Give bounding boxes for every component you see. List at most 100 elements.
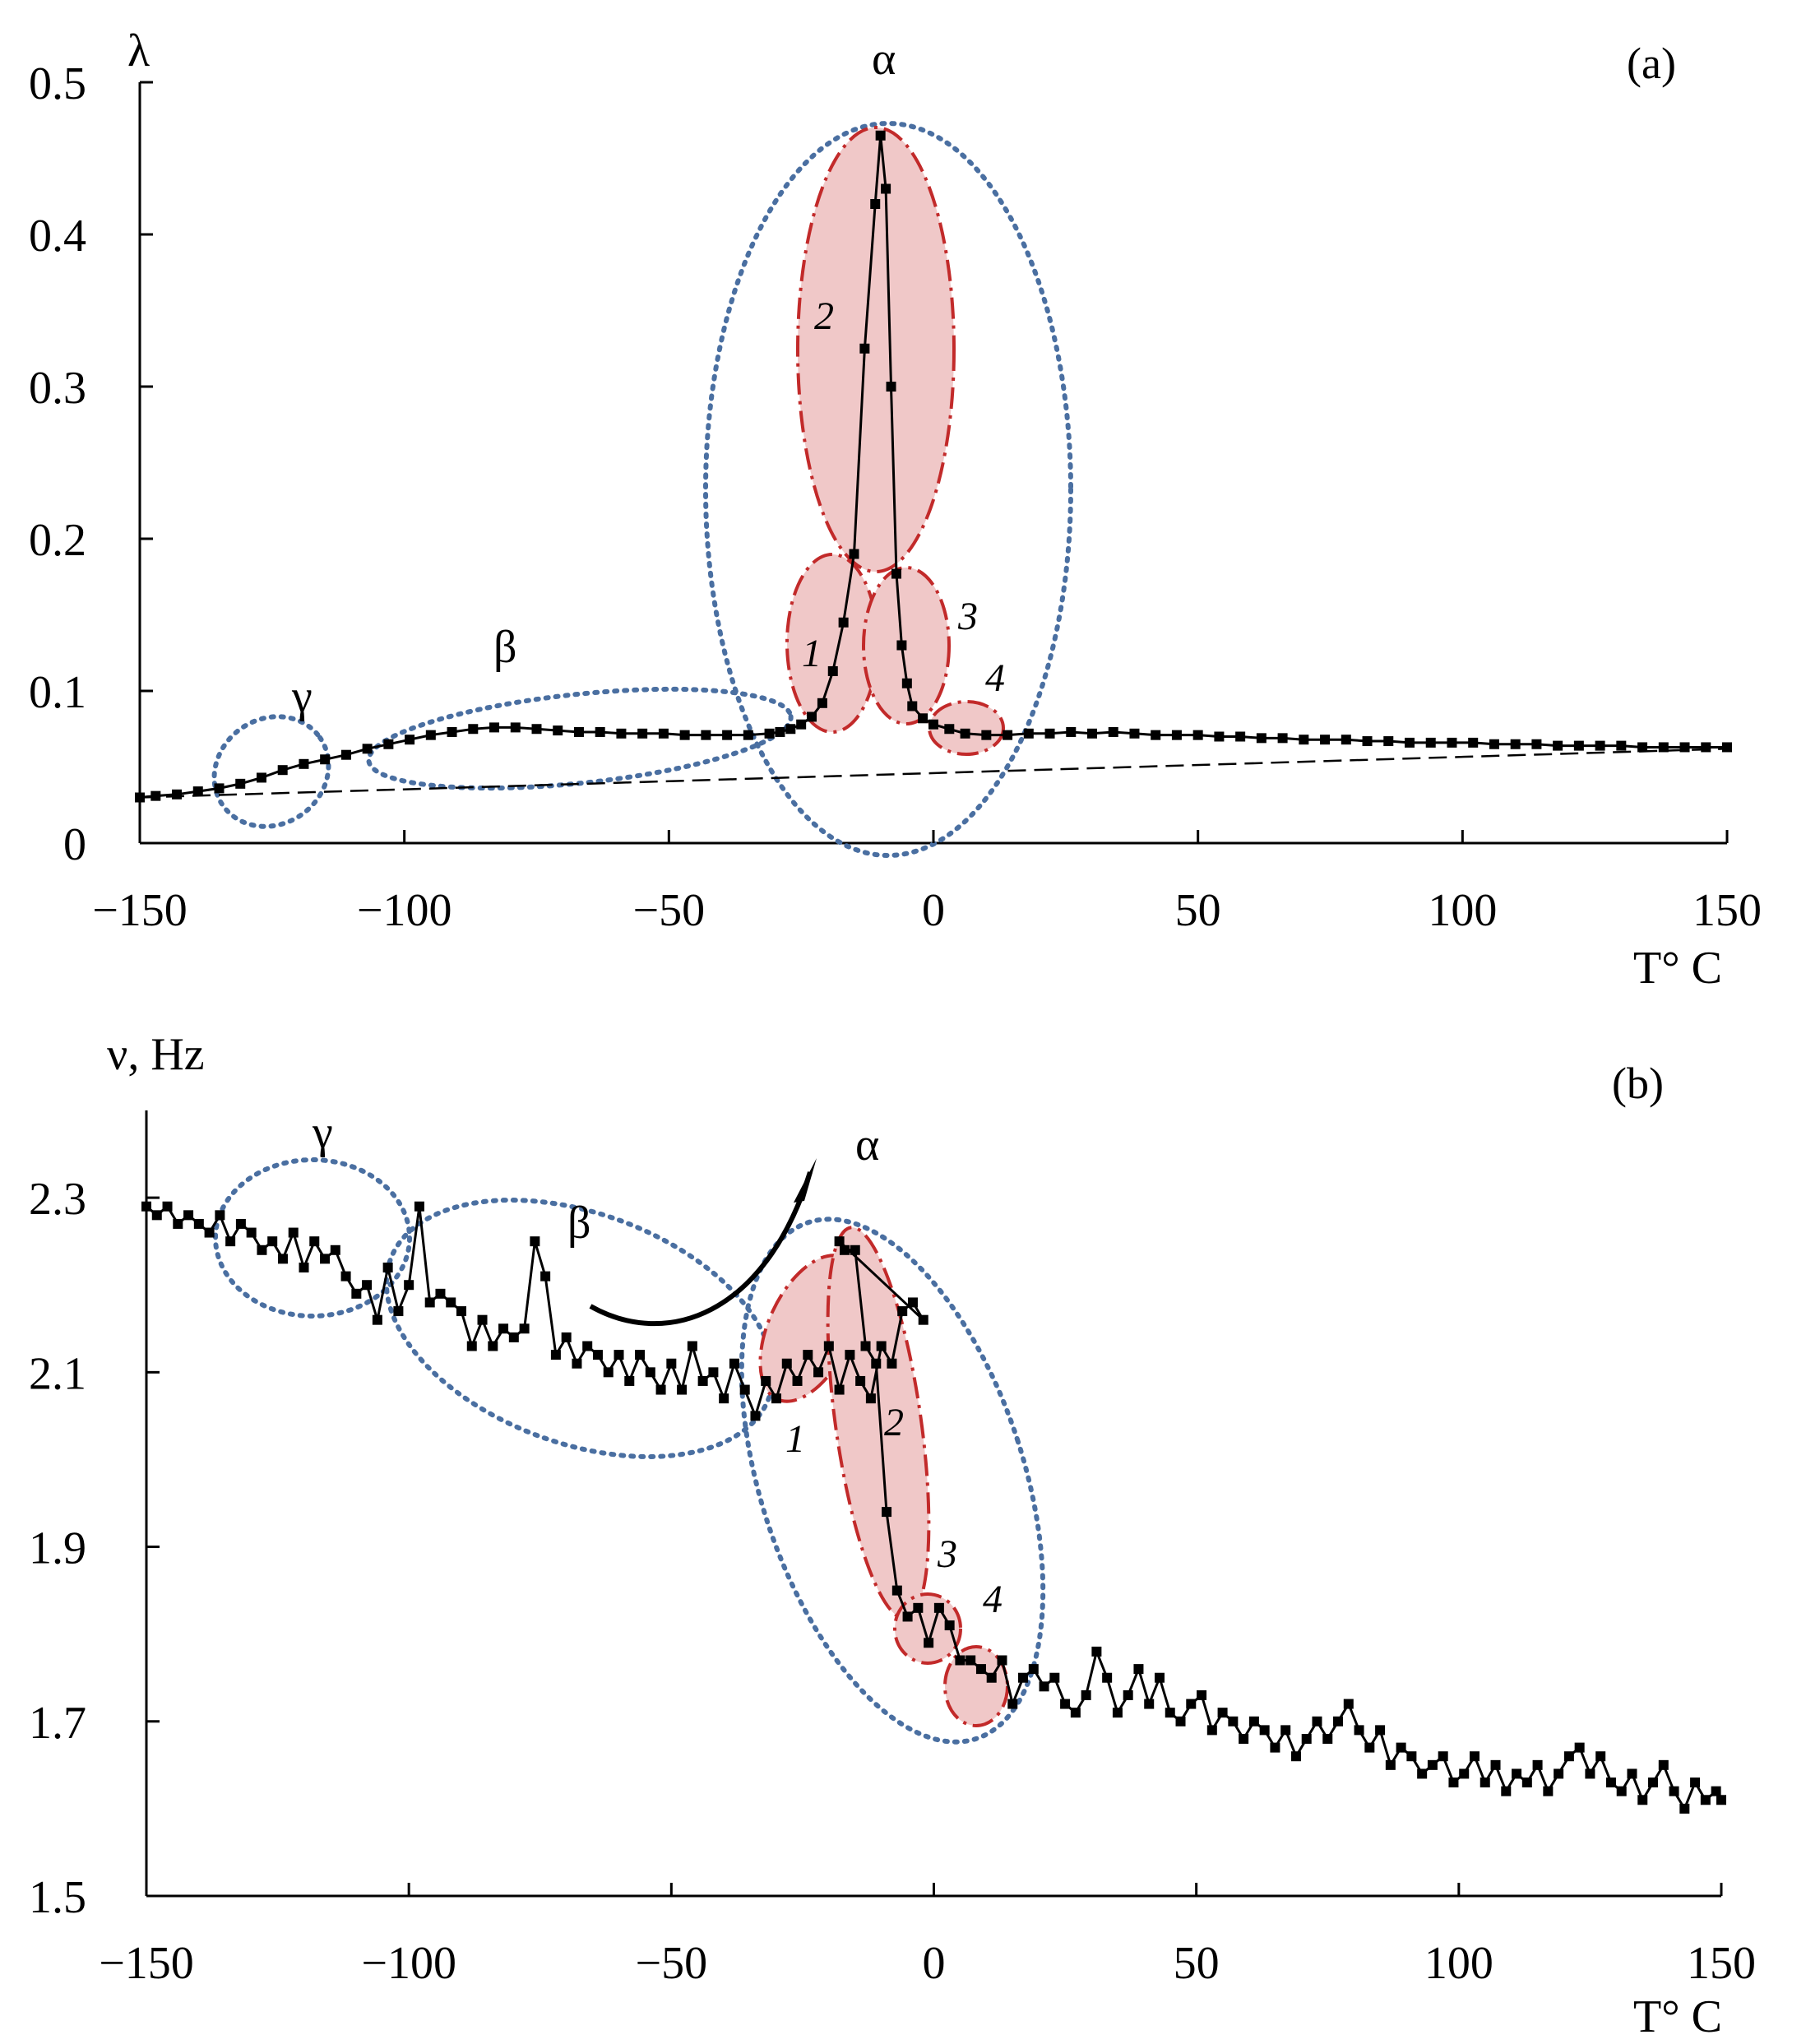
panel-b-data-point <box>907 1297 918 1308</box>
panel-b-data-point <box>225 1236 236 1247</box>
panel-a-data-point <box>192 786 203 797</box>
panel-a-data-point <box>891 568 901 579</box>
panel-b-data-point <box>1144 1699 1155 1709</box>
panel-b-data-point <box>592 1350 603 1360</box>
panel-b-data-point <box>340 1271 351 1282</box>
panel-a-series-line <box>139 134 1727 799</box>
panel-b-data-point <box>299 1263 309 1272</box>
panel-b-label: (b) <box>1612 1059 1664 1108</box>
panel-a-data-point <box>1044 728 1055 739</box>
panel-b-data-point <box>1595 1751 1606 1762</box>
panel-b-data-point <box>1669 1786 1679 1796</box>
panel-a-xlabel: T° C <box>1633 943 1722 994</box>
panel-b-data-point <box>1438 1751 1448 1762</box>
panel-b-data-point <box>839 1244 850 1255</box>
panel-b-data-point <box>162 1201 173 1212</box>
panel-a-data-point <box>1171 730 1182 740</box>
panel-b-data-point <box>1375 1725 1386 1736</box>
panel-b-data-point <box>834 1236 845 1247</box>
panel-b-data-point <box>865 1393 876 1404</box>
panel-b-data-point <box>1574 1742 1585 1753</box>
panel-b-data-point <box>1521 1777 1532 1788</box>
panel-b-data-point <box>1417 1768 1428 1779</box>
panel-b-data-point <box>918 1314 928 1325</box>
panel-a-data-point <box>1701 742 1711 753</box>
panel-b-data-point <box>257 1244 267 1255</box>
panel-b-sub-4-label: 4 <box>983 1578 1003 1621</box>
panel-b-sub-3 <box>893 1592 962 1665</box>
panel-b-data-point <box>1239 1734 1249 1744</box>
panel-b-data-point <box>1501 1786 1512 1796</box>
panel-a-beta-region <box>366 686 794 791</box>
panel-b-data-point <box>955 1655 966 1666</box>
panel-b-data-point <box>813 1367 824 1378</box>
panel-b-data-point <box>897 1306 908 1317</box>
panel-b-sub-3-label: 3 <box>937 1532 957 1576</box>
panel-b-data-point <box>1301 1734 1312 1744</box>
panel-a-ytick-label: 0 <box>63 819 86 870</box>
panel-a-alpha-label: α <box>872 34 896 85</box>
panel-b-data-point <box>855 1375 866 1386</box>
panel-b-data-point <box>550 1350 561 1360</box>
panel-a-data-point <box>383 739 394 749</box>
panel-b-data-point <box>466 1341 477 1351</box>
panel-a-data-point <box>944 724 955 735</box>
panel-b-data-point <box>1364 1742 1375 1753</box>
panel-b-data-point <box>540 1271 551 1282</box>
panel-a-data-point <box>1531 739 1542 749</box>
panel-b-data-point <box>446 1297 456 1308</box>
panel-b-data-point <box>1679 1803 1690 1814</box>
panel-a-data-point <box>701 730 711 740</box>
panel-a-data-point <box>340 749 351 760</box>
panel-a-data-point <box>489 722 500 733</box>
panel-a-data-point <box>849 549 859 559</box>
panel-a-data-point <box>881 183 891 194</box>
panel-a-data-point <box>901 678 912 688</box>
panel-b-data-point <box>309 1236 320 1247</box>
panel-a-data-point <box>1108 726 1118 737</box>
panel-b-data-point <box>1186 1699 1197 1709</box>
panel-b-data-point <box>151 1210 162 1221</box>
panel-b-data-point <box>1543 1786 1554 1796</box>
panel-b-data-point <box>414 1201 424 1212</box>
panel-b-ytick-label: 2.3 <box>29 1174 86 1225</box>
panel-a-data-point <box>405 735 415 745</box>
panel-b-data-point <box>975 1664 986 1675</box>
panel-b-data-point <box>944 1620 955 1631</box>
panel-a-data-point <box>277 765 288 776</box>
panel-b-data-point <box>1270 1742 1280 1753</box>
panel-a-data-point <box>896 640 907 651</box>
panel-b-data-point <box>823 1341 834 1351</box>
panel-a-xtick-label: −150 <box>92 885 188 936</box>
panel-a-baseline <box>139 748 1728 799</box>
panel-b-xlabel: T° C <box>1633 1991 1722 2042</box>
panel-a-data-point <box>886 382 896 392</box>
panel-b-data-point <box>1512 1768 1522 1779</box>
panel-a-data-point <box>1637 742 1648 753</box>
panel-b-sub-1-label: 1 <box>785 1417 805 1461</box>
panel-a-sub-4-label: 4 <box>985 656 1005 700</box>
panel-b-data-point <box>1018 1672 1029 1683</box>
panel-b-data-point <box>697 1375 708 1386</box>
panel-b-data-point <box>739 1384 750 1395</box>
panel-b-xtick-label: 0 <box>923 1938 946 1989</box>
panel-a-xtick-label: −100 <box>357 885 452 936</box>
panel-b-xtick-label: −100 <box>361 1938 456 1989</box>
panel-b-data-point <box>1228 1716 1239 1727</box>
panel-b-data-point <box>561 1332 572 1342</box>
panel-b-data-point <box>173 1218 183 1229</box>
panel-b-data-point <box>1396 1742 1406 1753</box>
panel-a-data-point <box>1722 742 1732 753</box>
panel-b-data-point <box>1648 1777 1659 1788</box>
panel-a-data-point <box>1553 740 1563 751</box>
panel-a-data-point <box>658 728 669 739</box>
panel-b-series-group <box>141 1201 1726 1814</box>
panel-a-beta-label: β <box>493 622 517 673</box>
panel-a-data-point <box>785 724 796 735</box>
panel-a-data-point <box>859 343 870 354</box>
panel-b-data-point <box>488 1341 498 1351</box>
panel-b-xtick-label: 100 <box>1424 1938 1493 1989</box>
panel-b-data-point <box>277 1254 288 1264</box>
panel-b-data-point <box>1480 1777 1490 1788</box>
panel-b-data-point <box>997 1655 1007 1666</box>
